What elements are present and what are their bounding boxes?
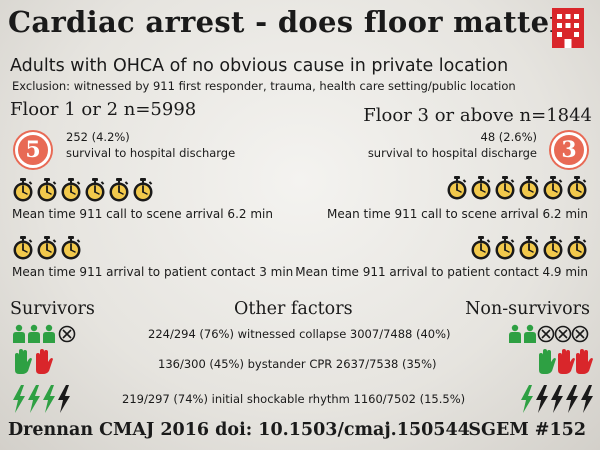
building-icon (552, 8, 584, 48)
stopwatch-icon (132, 178, 154, 206)
low-floor-group-label: Floor 1 or 2 n=5998 (10, 99, 197, 120)
nonsurvivors-people-icons (509, 324, 589, 343)
survivors-bolt-icons (12, 385, 72, 417)
stopwatch-icon (12, 236, 34, 264)
high-floor-group-label: Floor 3 or above n=1844 (363, 105, 592, 126)
shockable-rhythm-stat: 219/297 (74%) initial shockable rhythm 1… (122, 392, 466, 406)
lightning-bolt-icon (550, 385, 565, 417)
lightning-bolt-icon (535, 385, 550, 417)
stopwatch-icon (446, 176, 468, 204)
stopwatch-icon (470, 176, 492, 204)
low-floor-scene-stopwatches (12, 178, 154, 206)
low-floor-survival-label: survival to hospital discharge (66, 146, 236, 160)
lightning-bolt-icon (565, 385, 580, 417)
lightning-bolt-icon (57, 385, 72, 417)
stopwatch-icon (60, 236, 82, 264)
survivors-people-icons (13, 324, 76, 343)
high-floor-contact-stopwatches (470, 236, 588, 264)
lightning-bolt-icon (520, 385, 535, 417)
nonsurvivors-heading: Non-survivors (465, 299, 590, 319)
lightning-bolt-icon (12, 385, 27, 417)
lightning-bolt-icon (42, 385, 57, 417)
stopwatch-icon (12, 178, 34, 206)
witnessed-collapse-stat: 224/294 (76%) witnessed collapse 3007/74… (148, 327, 451, 341)
stopwatch-icon (566, 176, 588, 204)
high-floor-scene-stopwatches (446, 176, 588, 204)
stopwatch-icon (494, 236, 516, 264)
stopwatch-icon (542, 236, 564, 264)
stopwatch-icon (518, 176, 540, 204)
low-floor-badge: 5 (15, 132, 51, 168)
lightning-bolt-icon (580, 385, 595, 417)
high-floor-survival-label: survival to hospital discharge (367, 146, 537, 160)
high-floor-scene-time: Mean time 911 call to scene arrival 6.2 … (327, 207, 588, 221)
stopwatch-icon (108, 178, 130, 206)
stopwatch-icon (518, 236, 540, 264)
high-floor-survival-count: 48 (2.6%) (480, 130, 537, 144)
low-floor-contact-stopwatches (12, 236, 82, 264)
survivors-heading: Survivors (10, 299, 95, 319)
exclusion-note: Exclusion: witnessed by 911 first respon… (12, 79, 516, 93)
subtitle: Adults with OHCA of no obvious cause in … (10, 56, 509, 76)
low-floor-survival-count: 252 (4.2%) (66, 130, 130, 144)
lightning-bolt-icon (27, 385, 42, 417)
low-floor-contact-time: Mean time 911 arrival to patient contact… (12, 265, 294, 279)
stopwatch-icon (60, 178, 82, 206)
stopwatch-icon (566, 236, 588, 264)
nonsurvivors-bolt-icons (520, 385, 595, 417)
stopwatch-icon (36, 178, 58, 206)
bystander-cpr-stat: 136/300 (45%) bystander CPR 2637/7538 (3… (158, 357, 437, 371)
high-floor-contact-time: Mean time 911 arrival to patient contact… (295, 265, 588, 279)
high-floor-badge: 3 (551, 132, 587, 168)
nonsurvivors-hand-icons (539, 349, 593, 374)
sgem-tag: SGEM #152 (468, 420, 586, 440)
stopwatch-icon (542, 176, 564, 204)
page-title: Cardiac arrest - does floor matter? (8, 5, 583, 39)
other-factors-heading: Other factors (234, 299, 353, 319)
stopwatch-icon (84, 178, 106, 206)
survivors-hand-icons (15, 349, 53, 374)
stopwatch-icon (470, 236, 492, 264)
stopwatch-icon (494, 176, 516, 204)
stopwatch-icon (36, 236, 58, 264)
citation: Drennan CMAJ 2016 doi: 10.1503/cmaj.1505… (8, 420, 470, 440)
low-floor-scene-time: Mean time 911 call to scene arrival 6.2 … (12, 207, 273, 221)
